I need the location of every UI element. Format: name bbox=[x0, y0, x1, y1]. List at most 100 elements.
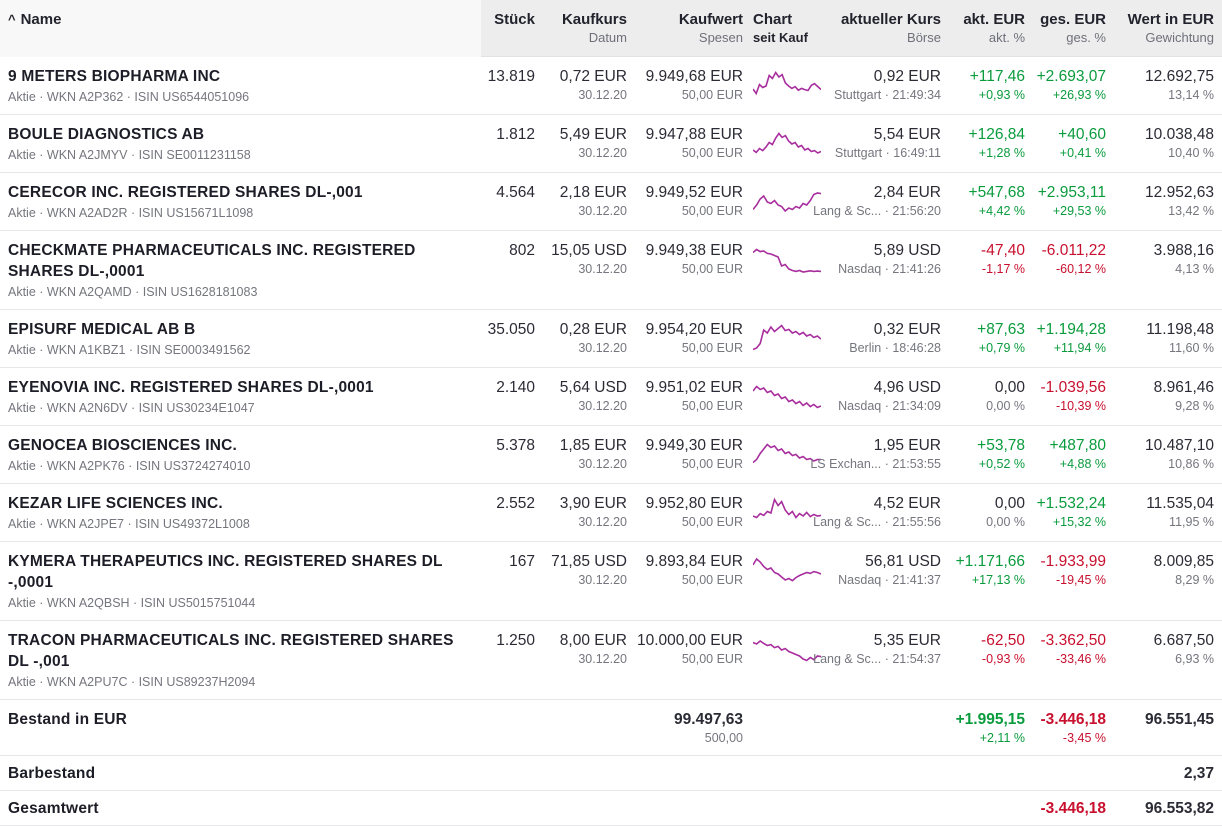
sparkline-chart[interactable] bbox=[743, 66, 829, 104]
position-row[interactable]: KYMERA THERAPEUTICS INC. REGISTERED SHAR… bbox=[0, 542, 1222, 621]
exchange-time: Stuttgart · 21:49:34 bbox=[833, 88, 941, 102]
position-row[interactable]: CERECOR INC. REGISTERED SHARES DL-,001 A… bbox=[0, 173, 1222, 231]
instrument-name[interactable]: 9 METERS BIOPHARMA INC bbox=[8, 68, 221, 85]
buy-date: 30.12.20 bbox=[578, 573, 627, 587]
buy-price: 8,00 EUR bbox=[559, 632, 627, 649]
instrument-info: Aktie · WKN A2JMYV · ISIN SE0011231158 bbox=[8, 148, 251, 162]
day-change-pct: +0,93 % bbox=[978, 88, 1025, 102]
fees: 50,00 EUR bbox=[681, 457, 743, 471]
shares-count: 167 bbox=[509, 553, 535, 570]
instrument-info: Aktie · WKN A2PK76 · ISIN US3724274010 bbox=[8, 459, 251, 473]
weighting: 13,14 % bbox=[1168, 88, 1214, 102]
sparkline-chart[interactable] bbox=[743, 182, 829, 220]
buy-value: 9.949,52 EUR bbox=[645, 184, 743, 201]
total-change-eur: -3.362,50 bbox=[1040, 632, 1107, 649]
fees: 50,00 EUR bbox=[681, 341, 743, 355]
column-header-name-label: Name bbox=[20, 11, 62, 28]
total-change-eur: -6.011,22 bbox=[1041, 242, 1106, 259]
instrument-name[interactable]: CHECKMATE PHARMACEUTICALS INC. REGISTERE… bbox=[8, 242, 416, 280]
position-row[interactable]: EYENOVIA INC. REGISTERED SHARES DL-,0001… bbox=[0, 368, 1222, 426]
day-change-pct: -1,17 % bbox=[981, 262, 1025, 276]
value-eur: 12.692,75 bbox=[1145, 68, 1214, 85]
instrument-info: Aktie · WKN A1KBZ1 · ISIN SE0003491562 bbox=[8, 343, 251, 357]
fees: 50,00 EUR bbox=[681, 204, 743, 218]
day-change-eur: +1.171,66 bbox=[955, 553, 1025, 570]
position-row[interactable]: 9 METERS BIOPHARMA INC Aktie · WKN A2P36… bbox=[0, 57, 1222, 115]
instrument-name[interactable]: EPISURF MEDICAL AB B bbox=[8, 321, 196, 338]
sparkline-chart[interactable] bbox=[743, 124, 829, 162]
instrument-name[interactable]: GENOCEA BIOSCIENCES INC. bbox=[8, 437, 238, 454]
buy-date: 30.12.20 bbox=[578, 399, 627, 413]
fees: 50,00 EUR bbox=[681, 262, 743, 276]
fees: 50,00 EUR bbox=[681, 399, 743, 413]
shares-count: 2.552 bbox=[496, 495, 535, 512]
column-header-akt-eur[interactable]: akt. EUR akt. % bbox=[963, 11, 1025, 45]
value-eur: 10.038,48 bbox=[1145, 126, 1214, 143]
day-change-eur: 0,00 bbox=[994, 495, 1025, 512]
sparkline-chart[interactable] bbox=[743, 319, 829, 357]
total-change-pct: -33,46 % bbox=[1055, 652, 1106, 666]
total-change-eur: +1.532,24 bbox=[1036, 495, 1106, 512]
shares-count: 1.250 bbox=[496, 632, 535, 649]
weighting: 11,60 % bbox=[1169, 341, 1214, 355]
instrument-info: Aktie · WKN A2QBSH · ISIN US5015751044 bbox=[8, 596, 256, 610]
day-change-pct: 0,00 % bbox=[986, 399, 1025, 413]
instrument-name[interactable]: BOULE DIAGNOSTICS AB bbox=[8, 126, 205, 143]
column-header-name[interactable]: ^ Name bbox=[0, 0, 481, 57]
column-header-chart[interactable]: Chart seit Kauf bbox=[753, 11, 808, 45]
weighting: 10,40 % bbox=[1168, 146, 1214, 160]
exchange-time: LS Exchan... · 21:53:55 bbox=[810, 457, 941, 471]
exchange-time: Berlin · 18:46:28 bbox=[849, 341, 941, 355]
instrument-name[interactable]: CERECOR INC. REGISTERED SHARES DL-,001 bbox=[8, 184, 363, 201]
column-header-kaufkurs[interactable]: Kaufkurs Datum bbox=[561, 11, 627, 45]
buy-price: 2,18 EUR bbox=[559, 184, 627, 201]
sparkline-chart[interactable] bbox=[743, 377, 829, 415]
weighting: 11,95 % bbox=[1169, 515, 1214, 529]
instrument-name[interactable]: KEZAR LIFE SCIENCES INC. bbox=[8, 495, 223, 512]
sparkline-chart[interactable] bbox=[743, 240, 829, 278]
position-row[interactable]: KEZAR LIFE SCIENCES INC. Aktie · WKN A2J… bbox=[0, 484, 1222, 542]
sparkline-chart[interactable] bbox=[743, 630, 829, 668]
value-eur: 10.487,10 bbox=[1145, 437, 1214, 454]
buy-value: 9.893,84 EUR bbox=[645, 553, 743, 570]
current-price: 1,95 EUR bbox=[873, 437, 941, 454]
sparkline-chart[interactable] bbox=[743, 493, 829, 531]
total-change-pct: +29,53 % bbox=[1052, 204, 1106, 218]
sparkline-chart[interactable] bbox=[743, 435, 829, 473]
position-row[interactable]: GENOCEA BIOSCIENCES INC. Aktie · WKN A2P… bbox=[0, 426, 1222, 484]
position-row[interactable]: CHECKMATE PHARMACEUTICALS INC. REGISTERE… bbox=[0, 231, 1222, 310]
column-header-wert[interactable]: Wert in EUR Gewichtung bbox=[1127, 11, 1214, 45]
buy-date: 30.12.20 bbox=[578, 204, 627, 218]
buy-value: 9.949,68 EUR bbox=[645, 68, 743, 85]
day-change-pct: +1,28 % bbox=[978, 146, 1025, 160]
current-price: 56,81 USD bbox=[865, 553, 941, 570]
total-change-eur: -1.039,56 bbox=[1040, 379, 1107, 396]
position-row[interactable]: BOULE DIAGNOSTICS AB Aktie · WKN A2JMYV … bbox=[0, 115, 1222, 173]
sparkline-chart[interactable] bbox=[743, 551, 829, 589]
instrument-name[interactable]: KYMERA THERAPEUTICS INC. REGISTERED SHAR… bbox=[8, 553, 443, 591]
instrument-info: Aktie · WKN A2P362 · ISIN US6544051096 bbox=[8, 90, 250, 104]
buy-price: 0,72 EUR bbox=[559, 68, 627, 85]
position-row[interactable]: TRACON PHARMACEUTICALS INC. REGISTERED S… bbox=[0, 621, 1222, 700]
instrument-name[interactable]: EYENOVIA INC. REGISTERED SHARES DL-,0001 bbox=[8, 379, 374, 396]
total-change-eur: +1.194,28 bbox=[1036, 321, 1106, 338]
column-header-stueck[interactable]: Stück bbox=[494, 11, 535, 28]
gesamtwert-label: Gesamtwert bbox=[8, 800, 99, 817]
bestand-wert: 96.551,45 bbox=[1145, 711, 1214, 728]
instrument-info: Aktie · WKN A2N6DV · ISIN US30234E1047 bbox=[8, 401, 255, 415]
bestand-row: Bestand in EUR 99.497,63 500,00 +1.995,1… bbox=[0, 700, 1222, 756]
position-row[interactable]: EPISURF MEDICAL AB B Aktie · WKN A1KBZ1 … bbox=[0, 310, 1222, 368]
fees: 50,00 EUR bbox=[681, 515, 743, 529]
column-header-ges-eur[interactable]: ges. EUR ges. % bbox=[1040, 11, 1106, 45]
instrument-name[interactable]: TRACON PHARMACEUTICALS INC. REGISTERED S… bbox=[8, 632, 454, 670]
buy-price: 1,85 EUR bbox=[559, 437, 627, 454]
barbestand-wert: 2,37 bbox=[1183, 765, 1214, 782]
day-change-eur: -62,50 bbox=[981, 632, 1025, 649]
buy-value: 9.947,88 EUR bbox=[645, 126, 743, 143]
instrument-info: Aktie · WKN A2JPE7 · ISIN US49372L1008 bbox=[8, 517, 250, 531]
buy-price: 3,90 EUR bbox=[559, 495, 627, 512]
column-header-aktueller-kurs[interactable]: aktueller Kurs Börse bbox=[840, 11, 941, 45]
column-header-kaufwert[interactable]: Kaufwert Spesen bbox=[678, 11, 743, 45]
total-change-eur: +2.953,11 bbox=[1037, 184, 1106, 201]
day-change-eur: +117,46 bbox=[969, 68, 1025, 85]
